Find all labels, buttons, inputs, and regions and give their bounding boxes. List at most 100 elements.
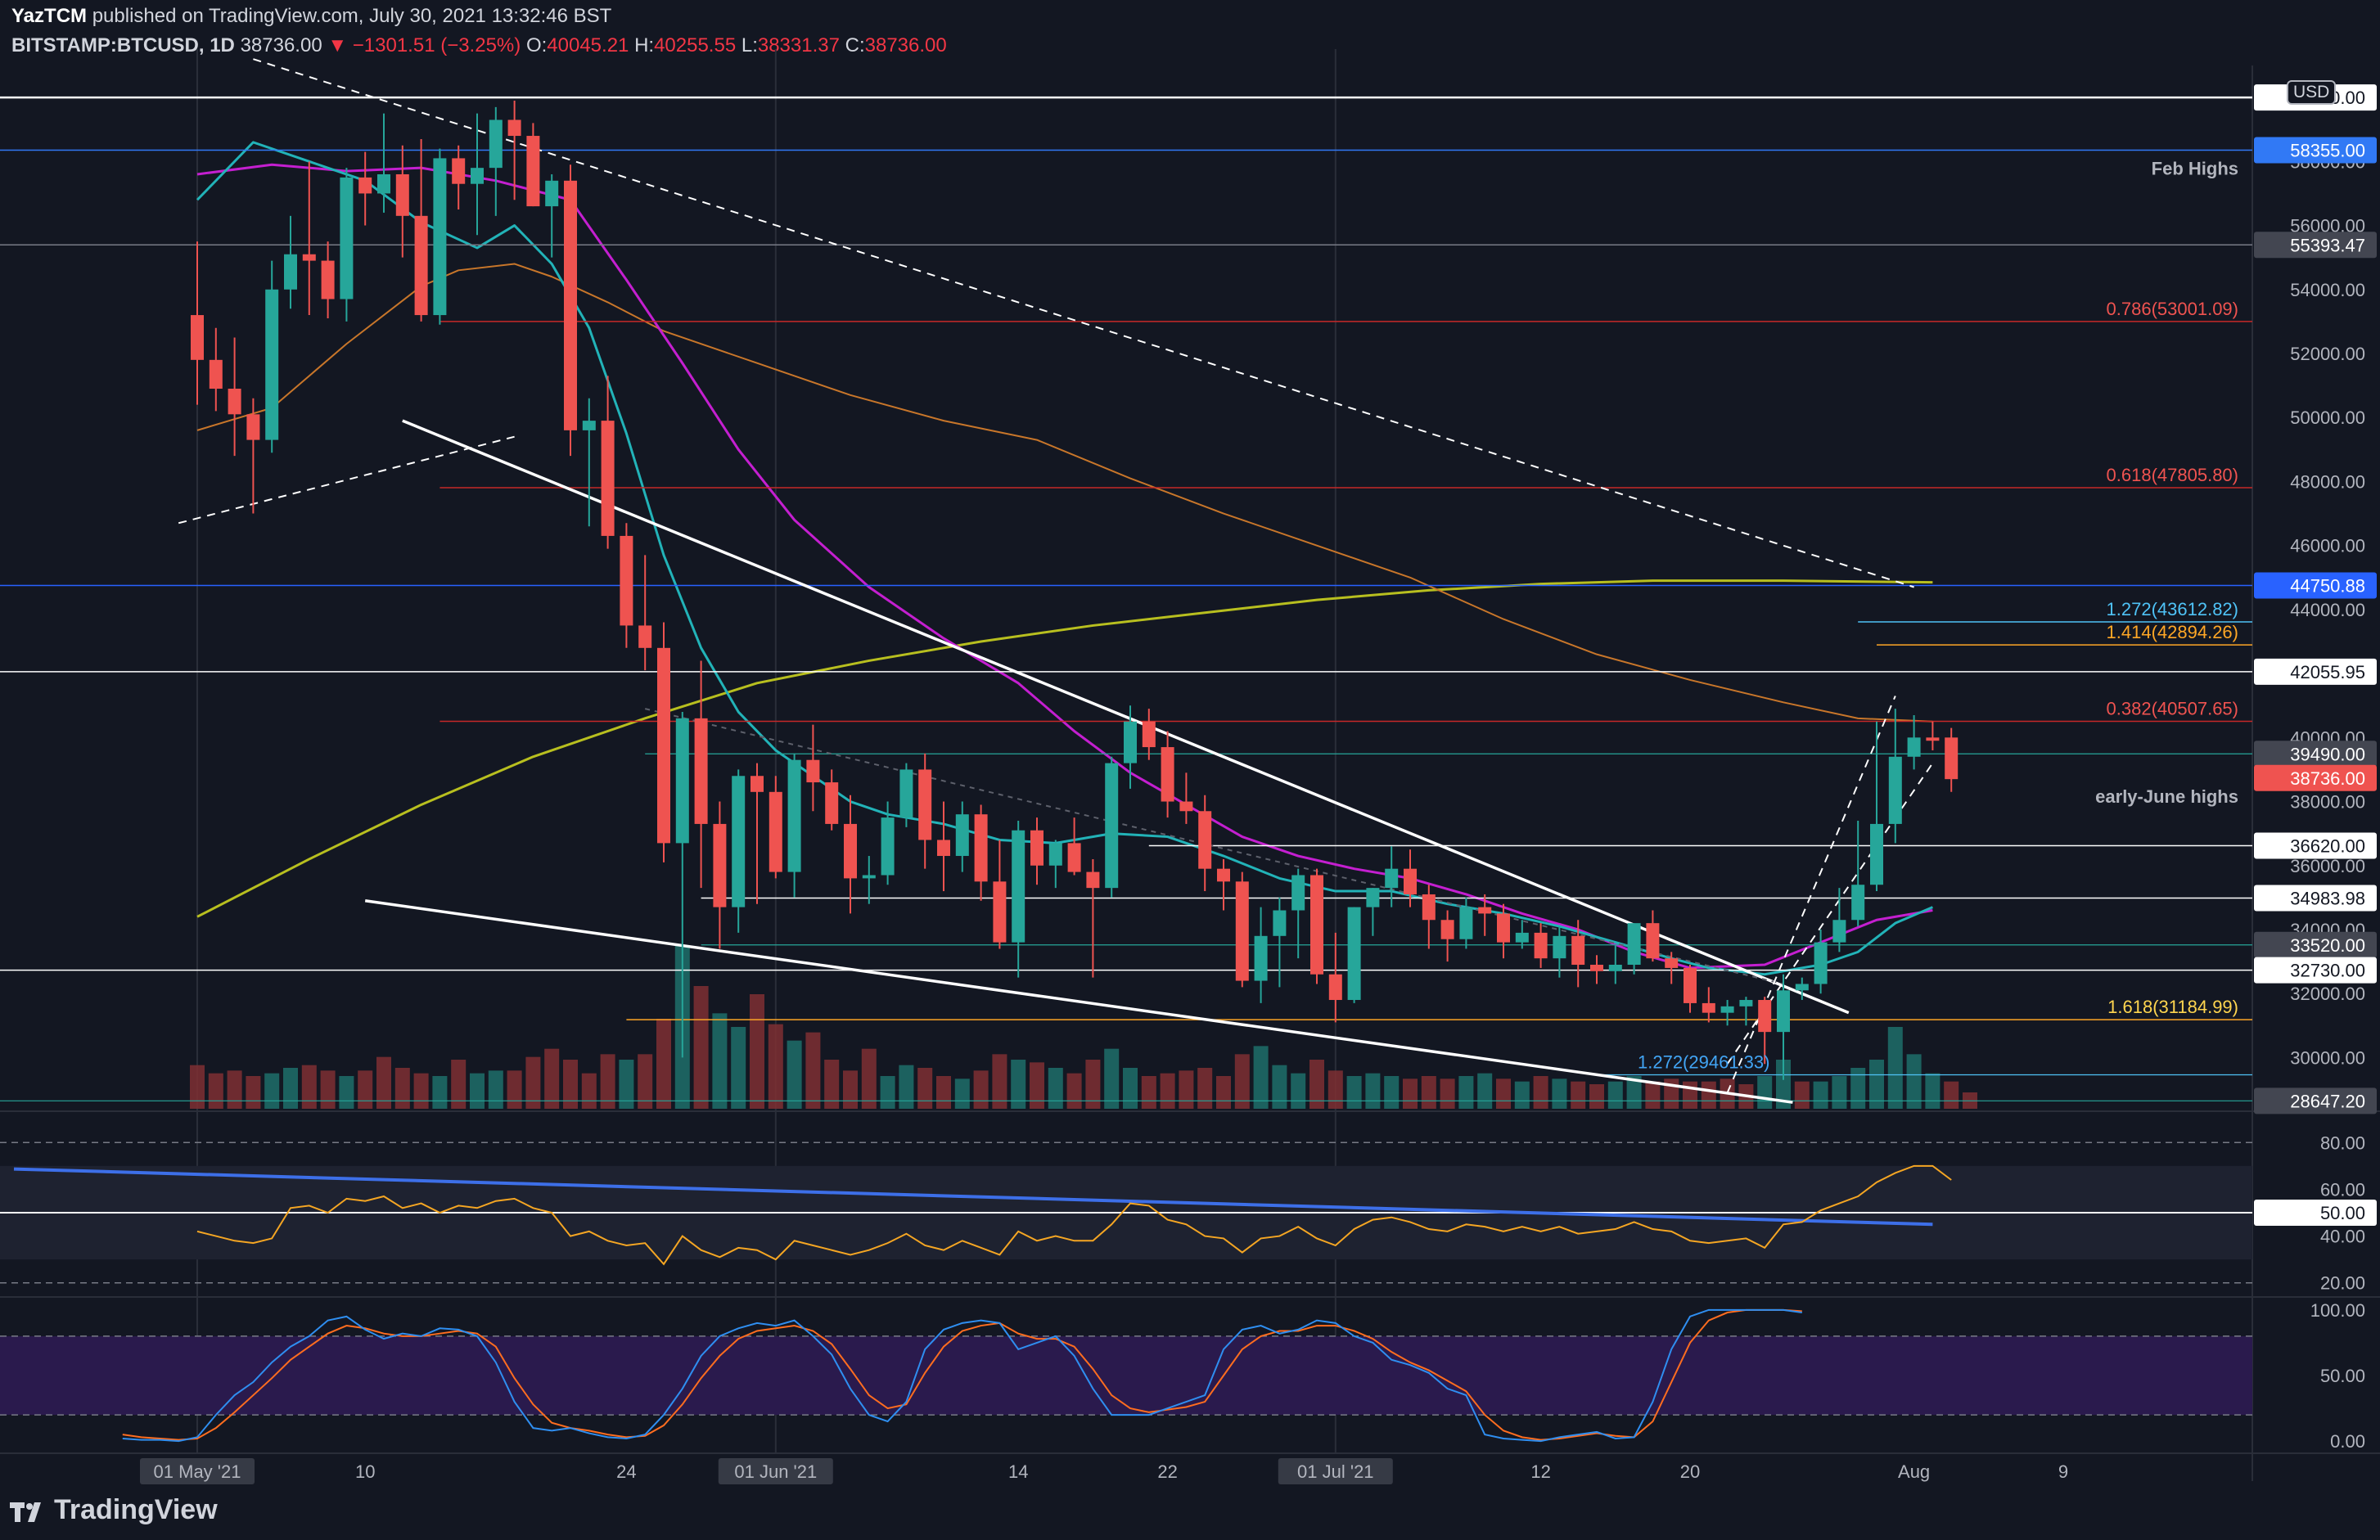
price-tag-label: 39490.00 (2290, 744, 2365, 764)
volume-bar (1645, 1081, 1661, 1109)
volume-bar (208, 1073, 223, 1109)
price-tick-label: 36000.00 (2290, 856, 2365, 876)
price-tag-label: 28647.20 (2290, 1091, 2365, 1111)
candle-body (1273, 910, 1287, 936)
volume-bar (339, 1076, 354, 1109)
candle-body (1553, 935, 1566, 959)
volume-bar (899, 1065, 914, 1109)
low-label: L: (741, 34, 758, 56)
candle-body (452, 158, 466, 184)
candle-body (955, 814, 969, 857)
price-tag-box (2254, 1087, 2377, 1114)
volume-bar (1291, 1073, 1306, 1109)
ema20-line (196, 141, 1933, 976)
price-tag-box (2254, 232, 2377, 259)
volume-bar (1066, 1073, 1082, 1109)
volume-bar (1085, 1060, 1101, 1109)
tradingview-branding[interactable]: TradingView (10, 1494, 218, 1526)
candle-body (1515, 932, 1529, 943)
candle-body (564, 180, 577, 430)
candle-body (1907, 737, 1921, 757)
candle-body (1777, 990, 1790, 1033)
candle-body (1161, 747, 1174, 802)
level-label: 0.786(53001.09) (2107, 299, 2238, 319)
price-tag-label: 34983.98 (2290, 888, 2365, 908)
candle-body (1366, 888, 1380, 907)
close-value: 38736.00 (864, 34, 947, 56)
volume-bar (1496, 1078, 1511, 1109)
candle-body (1534, 932, 1548, 959)
low-value: 38331.37 (757, 34, 840, 56)
candle-body (1702, 1002, 1715, 1013)
candle-body (209, 359, 223, 390)
candle-body (246, 414, 260, 440)
volume-bar (712, 1013, 728, 1109)
candle-body (321, 260, 335, 299)
date-tick-label: 12 (1530, 1461, 1550, 1482)
currency-button[interactable]: USD (2287, 80, 2337, 105)
volume-bar (973, 1070, 989, 1109)
volume-bar (1346, 1076, 1362, 1109)
date-tick-label: 01 May '21 (154, 1461, 241, 1482)
candle-body (1478, 907, 1492, 914)
trendline (178, 435, 515, 525)
volume-bar (227, 1070, 242, 1109)
price-tag-label: 42055.95 (2290, 662, 2365, 682)
volume-bar (1440, 1078, 1455, 1109)
stoch-k-line (122, 1308, 1802, 1443)
volume-bar (600, 1054, 615, 1109)
volume-bar (1141, 1076, 1156, 1109)
volume-bar (1309, 1060, 1324, 1109)
published-text: published on TradingView.com, July 30, 2… (92, 5, 612, 27)
price-tag-box (2254, 832, 2377, 859)
volume-bar (1234, 1054, 1250, 1109)
candle-body (1571, 935, 1585, 966)
volume-bar (1011, 1060, 1026, 1109)
candle-body (471, 168, 484, 184)
volume-bar (1104, 1048, 1120, 1109)
candle-body (545, 180, 559, 207)
level-label: 0.382(40507.65) (2107, 698, 2238, 718)
candle-body (1404, 868, 1417, 894)
candle-body (751, 776, 764, 792)
price-tick-label: 48000.00 (2290, 471, 2365, 492)
price-tick-label: 46000.00 (2290, 536, 2365, 556)
volume-bar (1458, 1076, 1474, 1109)
date-label-box (718, 1458, 833, 1484)
trendline (402, 419, 1850, 1015)
price-tag-box (2254, 931, 2377, 958)
candle-body (1832, 920, 1846, 943)
rsi-tick-label: 20.00 (2320, 1273, 2365, 1294)
candle-body (806, 759, 820, 783)
date-tick-label: 01 Jun '21 (734, 1461, 817, 1482)
volume-bar (264, 1073, 280, 1109)
candle-body (414, 215, 428, 316)
volume-bar (413, 1073, 429, 1109)
volume-bar (1160, 1073, 1175, 1109)
candle-body (1105, 763, 1119, 889)
volume-bar (1421, 1076, 1436, 1109)
price-tag-label: 58355.00 (2290, 140, 2365, 160)
tradingview-wordmark: TradingView (54, 1494, 218, 1525)
volume-bar (581, 1073, 597, 1109)
symbol-line: BITSTAMP:BTCUSD, 1D 38736.00 ▼ −1301.51 … (11, 34, 947, 57)
date-tick-label: Aug (1898, 1461, 1930, 1482)
candle-body (358, 177, 372, 194)
ema200-line (196, 579, 1933, 918)
price-tick-label: 44000.00 (2290, 600, 2365, 620)
price-tag-box (2254, 764, 2377, 791)
candle-body (1814, 942, 1828, 984)
volume-bar (1887, 1027, 1903, 1109)
volume-bar (563, 1060, 578, 1109)
volume-bar (376, 1056, 391, 1109)
price-tick-label: 54000.00 (2290, 280, 2365, 300)
volume-bar (1794, 1081, 1810, 1109)
publisher-name[interactable]: YazTCM (11, 5, 88, 27)
volume-bar (1365, 1073, 1381, 1109)
candle-body (1459, 907, 1473, 939)
volume-bar (1327, 1070, 1343, 1109)
trendline (1726, 696, 1896, 1093)
rsi-line (196, 1164, 1952, 1266)
candle-body (1217, 868, 1230, 882)
